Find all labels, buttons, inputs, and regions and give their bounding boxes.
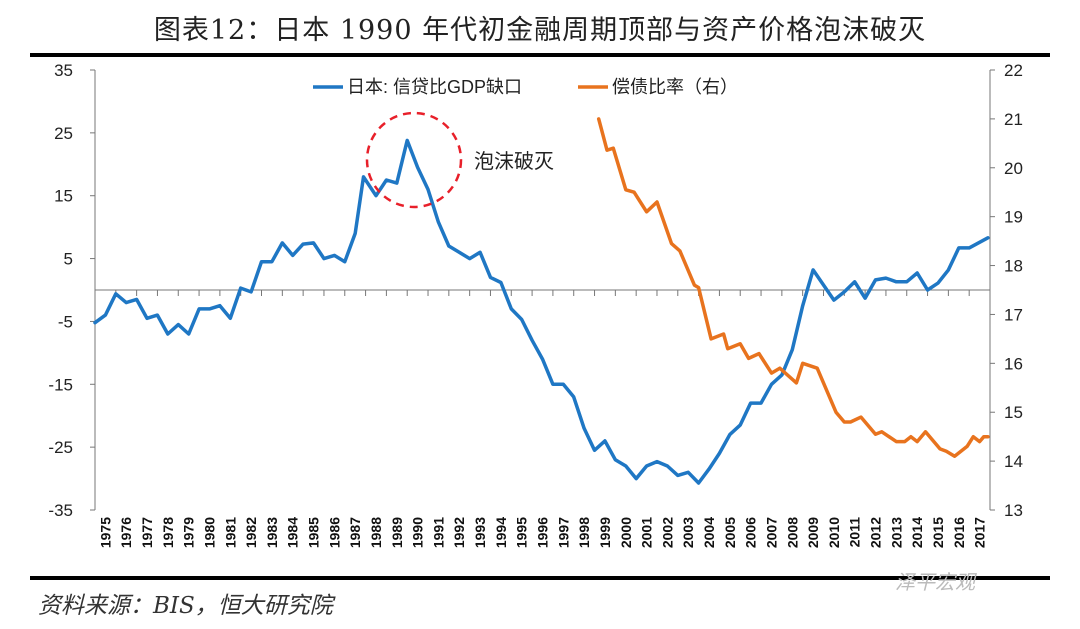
x-axis-tick-label: 1995 — [514, 517, 530, 548]
x-axis-tick-label: 1998 — [576, 517, 592, 548]
x-axis-tick-label: 2004 — [701, 517, 717, 548]
x-axis-tick-label: 1988 — [368, 517, 384, 548]
x-axis-tick-label: 1977 — [139, 517, 155, 548]
right-axis-tick-label: 20 — [1004, 159, 1023, 178]
x-axis-tick-label: 2006 — [743, 517, 759, 548]
source-note: 资料来源：BIS，恒大研究院 — [38, 593, 333, 619]
right-axis-tick-label: 21 — [1004, 110, 1023, 129]
x-axis-tick-label: 1982 — [243, 517, 259, 548]
left-axis-tick-label: 35 — [54, 61, 73, 80]
x-axis-tick-label: 2016 — [951, 517, 967, 548]
right-axis-tick-label: 18 — [1004, 257, 1023, 276]
x-axis-tick-label: 1999 — [597, 517, 613, 548]
x-axis-tick-label: 2009 — [805, 517, 821, 548]
x-axis-tick-label: 1992 — [451, 517, 467, 548]
x-axis-tick-label: 2011 — [847, 517, 863, 548]
series-line-credit-gdp-gap — [93, 138, 990, 485]
right-axis-tick-label: 15 — [1004, 403, 1023, 422]
left-axis-tick-label: -35 — [48, 501, 73, 520]
left-axis-tick-label: -25 — [48, 438, 73, 457]
left-axis-tick-label: 15 — [54, 187, 73, 206]
right-axis-tick-label: 16 — [1004, 354, 1023, 373]
left-axis-tick-label: -15 — [48, 375, 73, 394]
x-axis-tick-label: 1979 — [181, 517, 197, 548]
x-axis-tick-label: 2007 — [763, 517, 779, 548]
left-axis-tick-label: 5 — [64, 250, 73, 269]
x-axis-tick-label: 1990 — [410, 517, 426, 548]
x-axis-tick-label: 1994 — [493, 517, 509, 548]
x-axis-tick-label: 1986 — [326, 517, 342, 548]
x-axis-tick-label: 1980 — [201, 517, 217, 548]
x-axis-tick-label: 1991 — [430, 517, 446, 548]
x-axis-tick-label: 2012 — [868, 517, 884, 548]
x-axis-tick-label: 1976 — [118, 517, 134, 548]
right-axis-tick-label: 14 — [1004, 452, 1023, 471]
x-axis-tick-label: 1989 — [389, 517, 405, 548]
x-axis-tick-label: 2001 — [639, 517, 655, 548]
x-axis-tick-label: 1997 — [555, 517, 571, 548]
x-axis-tick-label: 2013 — [888, 517, 904, 548]
x-axis-tick-label: 1981 — [222, 517, 238, 548]
x-axis-tick-label: 1985 — [306, 517, 322, 548]
x-axis-tick-label: 2014 — [909, 517, 925, 548]
x-axis-tick-label: 1987 — [347, 517, 363, 548]
right-axis-tick-label: 22 — [1004, 61, 1023, 80]
right-axis-tick-label: 13 — [1004, 501, 1023, 520]
x-axis-tick-label: 1975 — [97, 517, 113, 548]
x-axis-tick-label: 2000 — [618, 517, 634, 548]
x-axis-tick-label: 2002 — [659, 517, 675, 548]
x-axis-tick-label: 1996 — [535, 517, 551, 548]
right-axis-tick-label: 17 — [1004, 305, 1023, 324]
x-axis-tick-label: 2015 — [930, 517, 946, 548]
bottom-rule — [30, 576, 1050, 580]
right-axis-tick-label: 19 — [1004, 208, 1023, 227]
watermark: 泽平宏观 — [895, 570, 975, 594]
bubble-annotation-circle — [365, 111, 463, 209]
x-axis-tick-label: 1978 — [160, 517, 176, 548]
x-axis-tick-label: 2003 — [680, 517, 696, 548]
x-axis-tick-label: 1993 — [472, 517, 488, 548]
x-axis-tick-label: 2005 — [722, 517, 738, 548]
x-axis-tick-label: 1984 — [285, 517, 301, 548]
x-axis-tick-label: 2017 — [972, 517, 988, 548]
x-axis-tick-label: 1983 — [264, 517, 280, 548]
left-axis-tick-label: -5 — [58, 312, 73, 331]
x-axis-tick-label: 2008 — [784, 517, 800, 548]
legend-label: 日本: 信贷比GDP缺口 — [347, 77, 522, 97]
chart-title: 图表12：日本 1990 年代初金融周期顶部与资产价格泡沫破灭 — [153, 15, 927, 46]
series-line-debt-service-ratio — [596, 117, 990, 458]
x-axis-tick-label: 2010 — [826, 517, 842, 548]
left-axis-tick-label: 25 — [54, 124, 73, 143]
legend-label: 偿债比率（右） — [612, 77, 738, 97]
annotation-label: 泡沫破灭 — [474, 150, 554, 173]
top-rule — [30, 53, 1050, 57]
